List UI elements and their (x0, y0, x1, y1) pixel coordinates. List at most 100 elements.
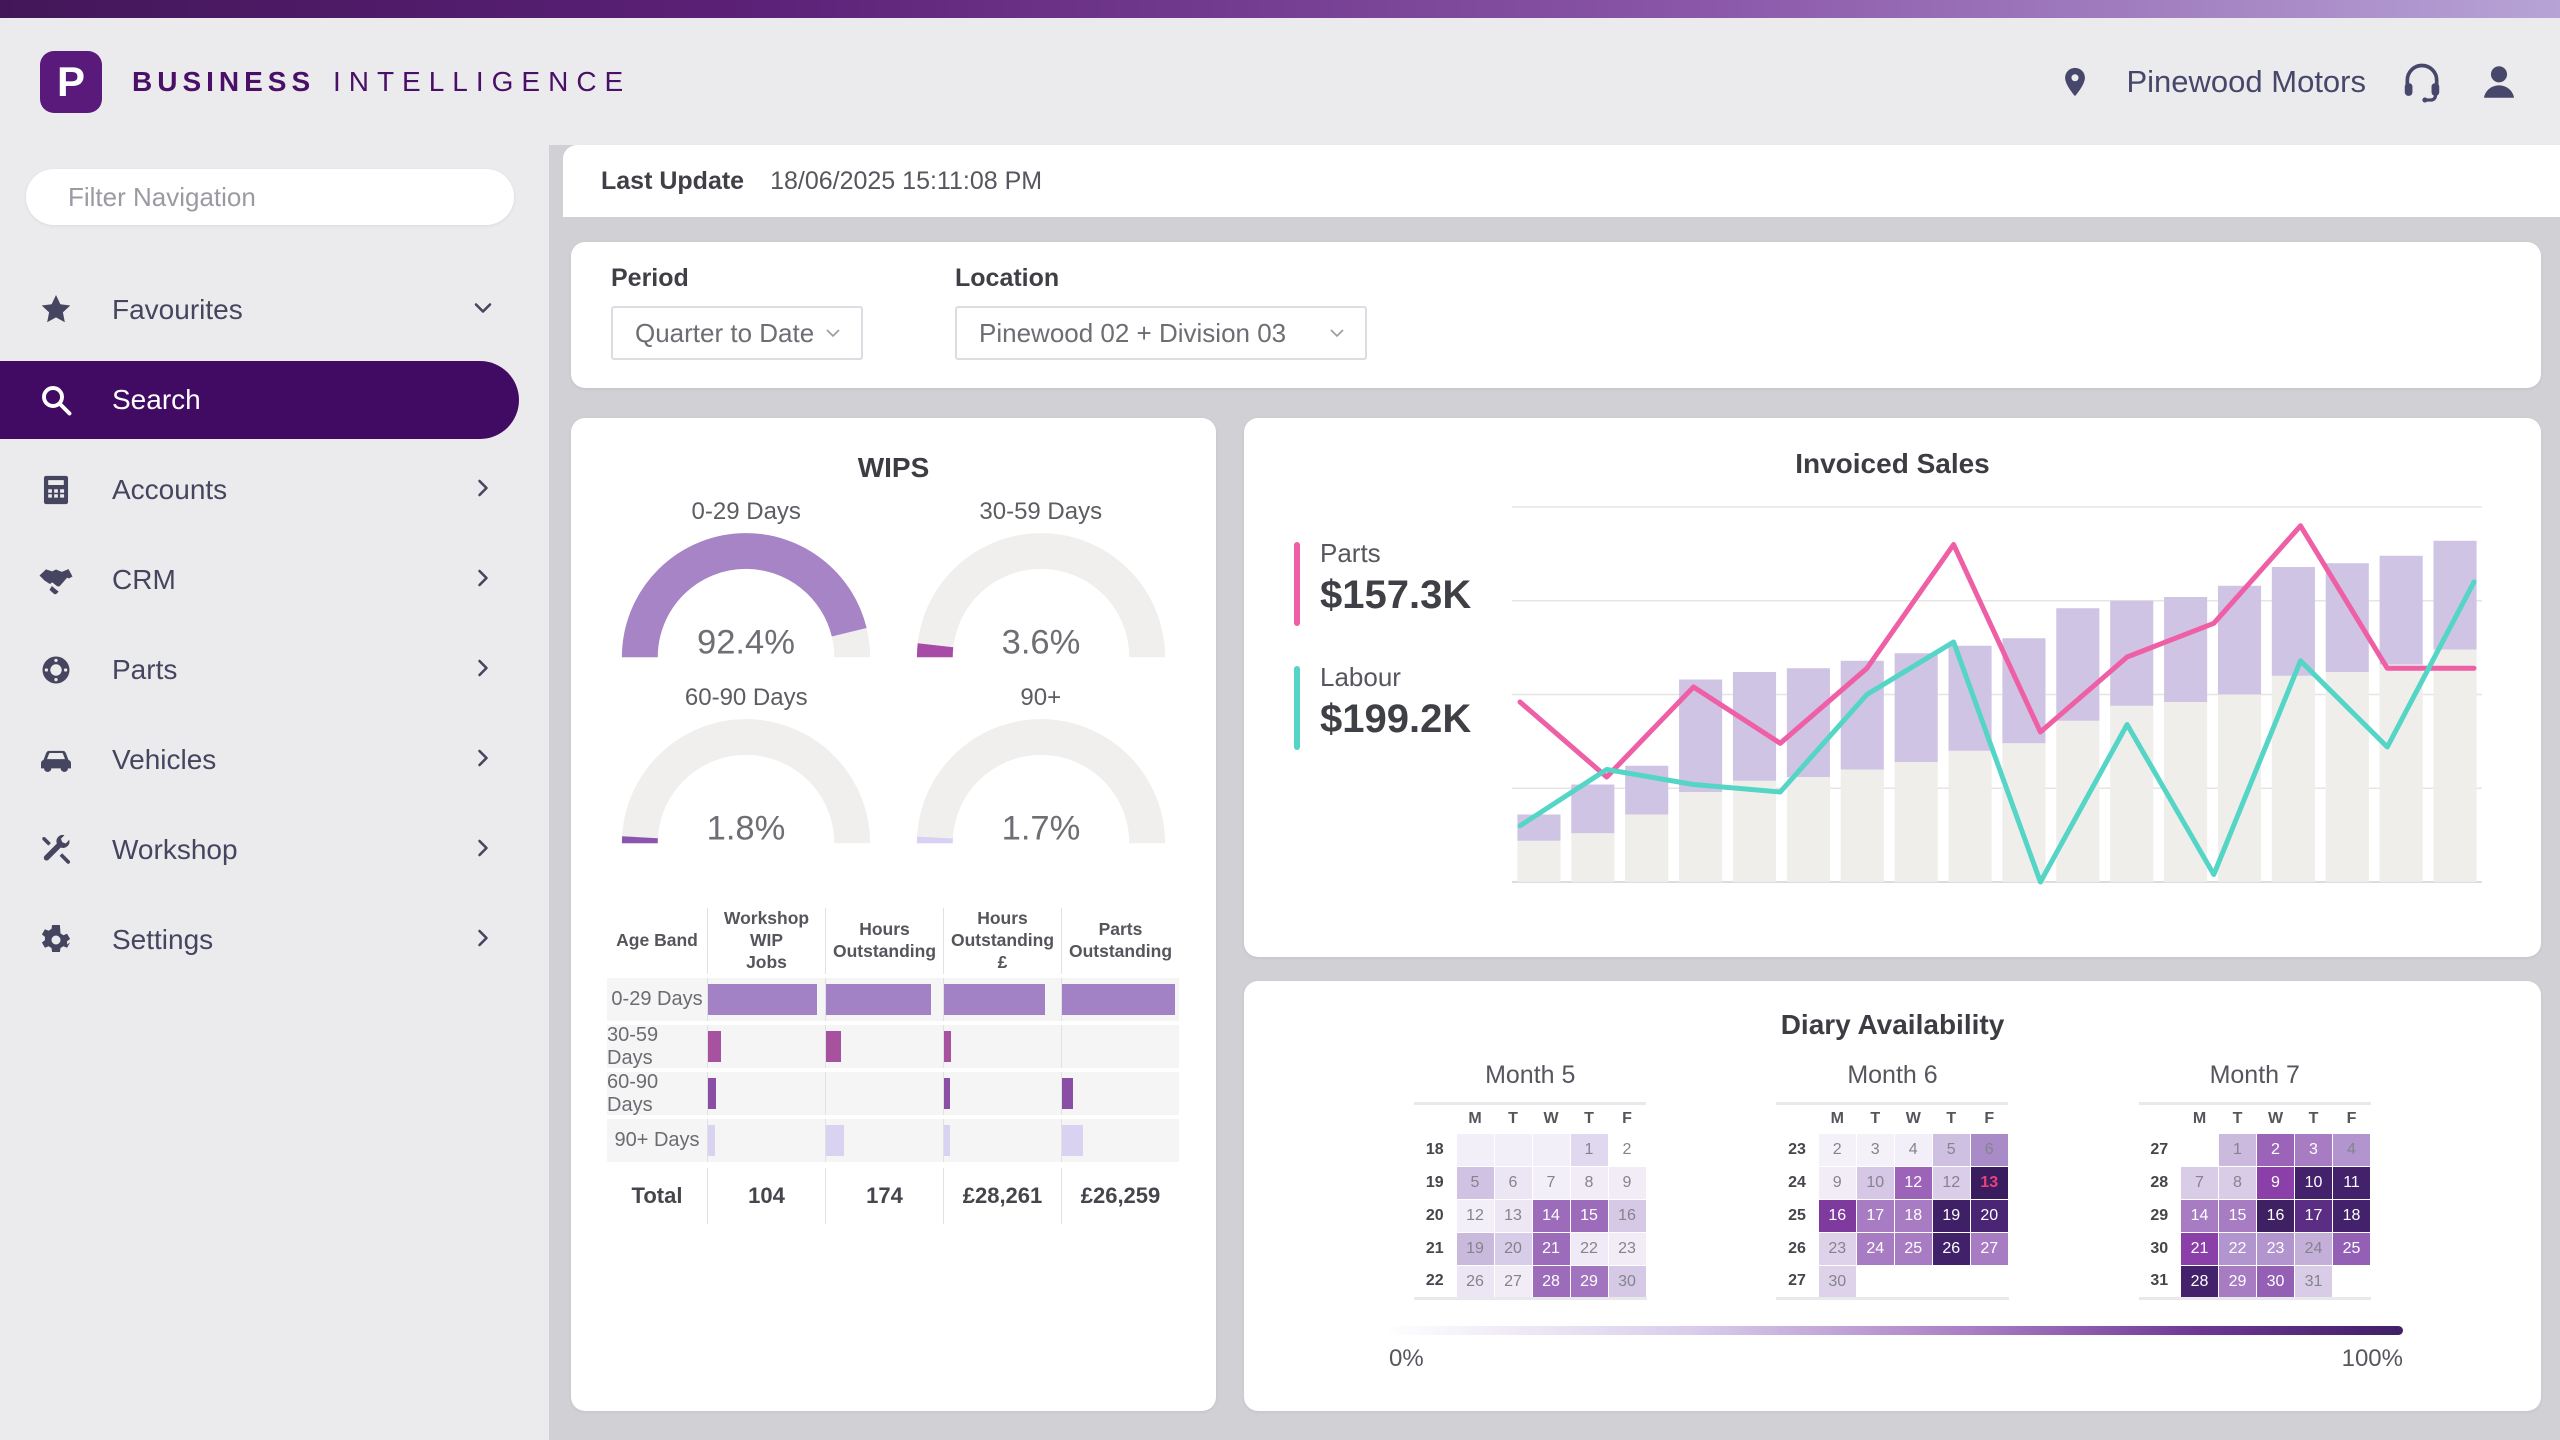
period-filter-group: Period Quarter to Date (611, 264, 863, 388)
age-band-label: 0-29 Days (607, 978, 707, 1021)
wips-table-bar-cell (825, 1025, 943, 1068)
brand-word-business: BUSINESS (132, 65, 316, 97)
sidebar-item-label: Vehicles (112, 744, 217, 775)
total-value: £28,261 (943, 1168, 1061, 1224)
svg-text:1.7%: 1.7% (1001, 809, 1080, 847)
age-band-label: 60-90 Days (607, 1071, 707, 1116)
sidebar-item-search[interactable]: Search (0, 361, 519, 439)
day-header: M (1468, 1110, 1482, 1127)
diary-day-cell: 15 (1569, 1199, 1609, 1233)
day-header: T (1508, 1110, 1518, 1127)
sidebar-item-workshop[interactable]: Workshop (0, 805, 549, 895)
diary-day-cell: 17 (1855, 1199, 1895, 1233)
gauge-arc: 92.4% (622, 533, 871, 661)
age-band-label: 30-59 Days (607, 1024, 707, 1069)
diary-day-cell: 19 (1931, 1199, 1971, 1233)
company-name[interactable]: Pinewood Motors (2126, 63, 2366, 99)
diary-day-cell: 13 (1969, 1166, 2009, 1200)
location-select[interactable]: Pinewood 02 + Division 03 (955, 306, 1367, 360)
diary-day-cell: 18 (1893, 1199, 1933, 1233)
diary-day-cell: 24 (2294, 1232, 2333, 1266)
wips-table-bar-cell (943, 1119, 1061, 1162)
support-headset-icon[interactable] (2400, 60, 2444, 104)
car-icon (0, 740, 112, 780)
sidebar-item-accounts[interactable]: Accounts (0, 445, 549, 535)
wips-table-header: Age Band Workshop WIP Jobs Hours Outstanding… (607, 908, 1180, 974)
period-select-value: Quarter to Date (635, 317, 815, 348)
legend-color-rule (1294, 666, 1300, 750)
brake-disc-icon (0, 652, 112, 688)
sidebar-item-crm[interactable]: CRM (0, 535, 549, 625)
diary-day-cell (1493, 1133, 1533, 1167)
wips-table-column-header: Workshop WIP Jobs (707, 908, 825, 974)
diary-day-cell: 21 (2180, 1232, 2219, 1266)
day-header: M (2192, 1110, 2207, 1127)
diary-day-cell: 13 (1493, 1199, 1533, 1233)
handshake-icon (0, 560, 112, 600)
diary-day-cell: 2 (1817, 1133, 1857, 1167)
location-pin-icon[interactable] (2058, 62, 2092, 102)
diary-day-cell: 7 (2180, 1166, 2219, 1200)
last-update-label: Last Update (601, 166, 745, 195)
diary-day-cell: 16 (1817, 1199, 1857, 1233)
table-bar (826, 1031, 842, 1062)
wips-table-bar-cell (707, 978, 825, 1021)
diary-day-cell: 22 (1569, 1232, 1609, 1266)
sidebar-item-label: Parts (112, 654, 178, 685)
user-profile-icon[interactable] (2478, 61, 2520, 103)
diary-day-cell: 11 (2332, 1166, 2371, 1200)
filters-card: Period Quarter to Date Location Pinewood… (571, 242, 2541, 388)
svg-text:3.6%: 3.6% (1001, 623, 1080, 661)
day-header: T (2232, 1110, 2243, 1127)
tools-icon (0, 832, 112, 868)
diary-month-month-5: Month 5 M T W T F 18 1 2 19 5 6 7 8 9 20 12 13 14 15 16 21 19 2… (1414, 1061, 1647, 1300)
wips-gauge-2: 30-59 Days 3.6% (894, 498, 1189, 670)
wips-table: Age Band Workshop WIP Jobs Hours Outstanding… (607, 908, 1180, 1224)
wips-card: WIPS 0-29 Days 92.4% 30-59 Days 3.6% 60-… (571, 418, 1216, 1411)
diary-day-cell: 10 (2294, 1166, 2333, 1200)
last-update-value: 18/06/2025 15:11:08 PM (770, 166, 1043, 195)
wips-table-bar-cell (943, 1072, 1061, 1115)
wips-table-row: 30-59 Days (607, 1024, 1180, 1069)
sidebar-item-label: Accounts (112, 474, 228, 505)
table-bar (708, 984, 817, 1015)
age-band-label: 90+ Days (607, 1119, 707, 1162)
diary-day-cell: 30 (2256, 1265, 2295, 1299)
diary-month-month-6: Month 6 M T W T F 23 2 3 4 5 6 24 9 10 12 12 13 25 16 17 18 19… (1776, 1061, 2009, 1300)
chevron-right-icon (478, 929, 488, 946)
filter-navigation-input[interactable] (26, 181, 514, 213)
chevron-right-icon (478, 749, 488, 766)
day-header: M (1830, 1110, 1844, 1127)
sidebar-item-vehicles[interactable]: Vehicles (0, 715, 549, 805)
diary-day-cell: 14 (2180, 1199, 2219, 1233)
day-header: F (1984, 1110, 1995, 1127)
month-title: Month 5 (1485, 1061, 1576, 1089)
invoiced-sales-title: Invoiced Sales (1795, 448, 1990, 479)
week-number: 30 (2150, 1240, 2169, 1257)
diary-day-cell: 21 (1531, 1232, 1571, 1266)
table-bar (826, 984, 932, 1015)
chevron-down-icon (474, 302, 492, 313)
chevron-right-icon (478, 569, 488, 586)
total-value: £26,259 (1061, 1168, 1179, 1224)
availability-scale-labels: 0% 100% (1389, 1345, 2403, 1373)
sidebar-item-parts[interactable]: Parts (0, 625, 549, 715)
diary-day-cell: 19 (1455, 1232, 1495, 1266)
gauge-arc: 1.7% (916, 719, 1165, 847)
diary-day-cell (1893, 1265, 1933, 1299)
total-value: 104 (707, 1168, 825, 1224)
sidebar-item-settings[interactable]: Settings (0, 895, 549, 985)
sidebar-item-label: Search (112, 384, 201, 415)
wips-table-row: 90+ Days (607, 1119, 1180, 1162)
gear-icon (0, 922, 112, 958)
month-title: Month 6 (1847, 1061, 1938, 1089)
diary-day-cell: 23 (1817, 1232, 1857, 1266)
sidebar-item-favourites[interactable]: Favourites (0, 265, 549, 355)
table-bar (708, 1078, 717, 1109)
table-bar (826, 1125, 844, 1156)
wips-gauge-3: 60-90 Days 1.8% (599, 684, 894, 856)
diary-day-cell: 20 (1969, 1199, 2009, 1233)
diary-day-cell: 7 (1531, 1166, 1571, 1200)
sidebar-filter-pill (26, 169, 514, 225)
period-select[interactable]: Quarter to Date (611, 306, 863, 360)
